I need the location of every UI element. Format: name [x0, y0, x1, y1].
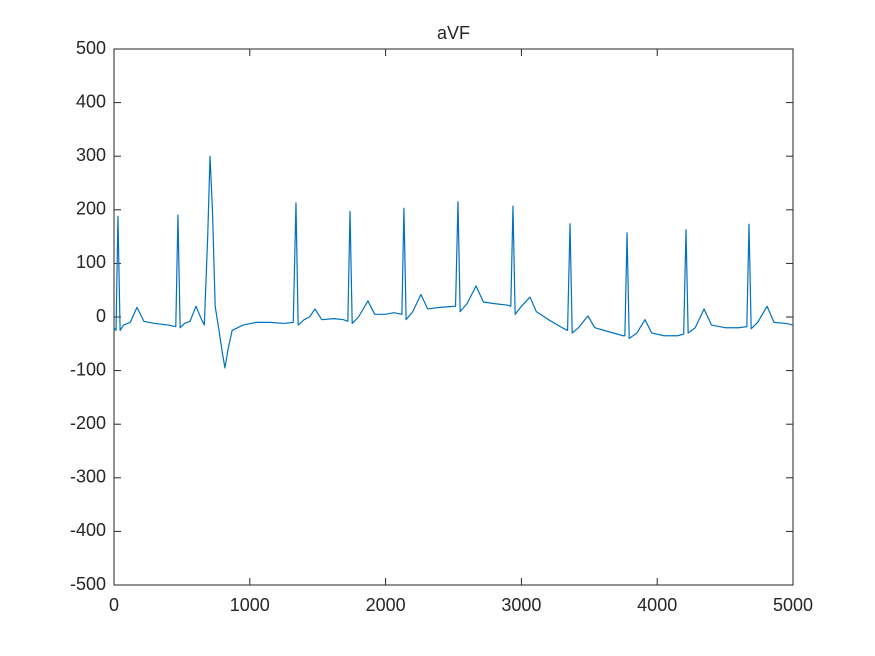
y-tick-label: -200: [70, 413, 106, 433]
y-tick-label: -100: [70, 359, 106, 379]
x-tick-label: 5000: [773, 595, 813, 615]
y-tick-label: 300: [76, 145, 106, 165]
y-tick-label: -300: [70, 467, 106, 487]
y-tick-label: 400: [76, 91, 106, 111]
y-tick-label: 500: [76, 38, 106, 58]
x-tick-label: 1000: [230, 595, 270, 615]
x-tick-label: 3000: [501, 595, 541, 615]
y-tick-label: 0: [96, 306, 106, 326]
y-tick-label: -400: [70, 520, 106, 540]
y-tick-label: 200: [76, 199, 106, 219]
x-tick-label: 2000: [366, 595, 406, 615]
x-tick-label: 4000: [637, 595, 677, 615]
chart-title: aVF: [437, 23, 470, 43]
x-tick-label: 0: [109, 595, 119, 615]
y-tick-label: 100: [76, 252, 106, 272]
y-tick-label: -500: [70, 574, 106, 594]
data-line: [113, 155, 794, 369]
plot-box: [113, 48, 794, 586]
